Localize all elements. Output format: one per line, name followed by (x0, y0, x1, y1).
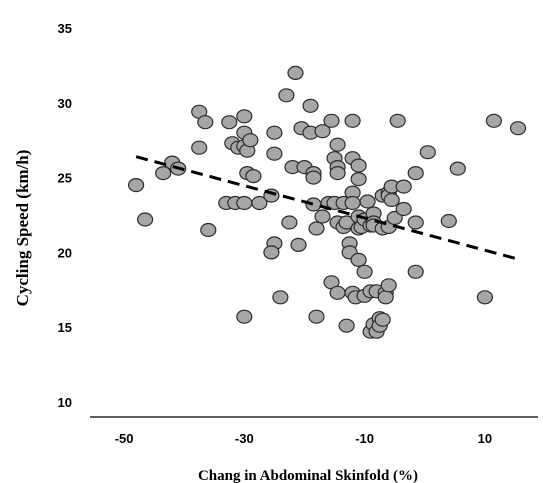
data-point (449, 161, 466, 176)
data-point (344, 113, 361, 128)
data-point (476, 290, 493, 305)
data-point (380, 278, 397, 293)
data-point (221, 115, 238, 130)
data-point (350, 252, 367, 267)
data-point (242, 133, 259, 148)
data-point (197, 115, 214, 130)
data-point (407, 166, 424, 181)
data-point (419, 145, 436, 160)
y-axis-title: Cycling Speed (km/h) (13, 150, 32, 307)
x-tick-label: -50 (115, 431, 134, 446)
data-point (395, 179, 412, 194)
data-point (350, 172, 367, 187)
data-point (359, 194, 376, 209)
data-point (128, 178, 145, 193)
data-point (383, 192, 400, 208)
data-point (137, 212, 154, 227)
data-point (308, 221, 325, 236)
data-point (266, 125, 283, 140)
data-point (389, 113, 406, 128)
data-point (395, 201, 412, 217)
y-tick-label: 10 (58, 395, 72, 410)
data-point (323, 113, 340, 128)
plot-area (128, 65, 527, 339)
data-point (236, 109, 253, 124)
data-point (281, 215, 298, 230)
data-point (377, 290, 394, 305)
data-point (440, 213, 457, 229)
data-point (200, 222, 217, 238)
trend-line (135, 155, 522, 262)
data-point (305, 197, 322, 212)
data-point (272, 290, 289, 305)
data-point (356, 264, 373, 279)
data-point (191, 140, 208, 155)
data-point (314, 209, 331, 224)
x-axis-title: Chang in Abdominal Skinfold (%) (198, 468, 418, 483)
y-tick-label: 35 (58, 21, 72, 36)
data-point (266, 146, 283, 161)
data-point (374, 312, 391, 327)
data-point (245, 169, 262, 184)
data-point (350, 158, 367, 173)
data-point (251, 195, 268, 211)
y-tick-label: 20 (58, 245, 72, 260)
data-point (329, 137, 346, 152)
data-point (287, 65, 304, 81)
x-tick-label: -30 (235, 431, 254, 446)
data-point (338, 215, 355, 230)
data-point (305, 170, 322, 185)
y-axis-ticks: 10 15 20 25 30 35 (58, 21, 72, 410)
y-tick-label: 15 (58, 320, 72, 335)
data-point (314, 124, 331, 139)
x-tick-label: 10 (478, 431, 492, 446)
data-point (302, 98, 319, 113)
x-axis-ticks: -50 -30 -10 10 (115, 431, 492, 446)
data-point (407, 215, 424, 230)
data-point (329, 166, 346, 181)
data-point (344, 195, 361, 211)
data-point (290, 237, 307, 252)
data-point (308, 309, 325, 324)
data-point (263, 245, 280, 260)
y-tick-label: 25 (58, 171, 72, 186)
data-point (338, 318, 355, 333)
data-point (407, 264, 424, 279)
data-point (509, 121, 527, 136)
data-point (155, 166, 172, 181)
data-point (278, 88, 295, 103)
data-point (485, 113, 502, 128)
data-point (236, 309, 253, 324)
x-tick-label: -10 (355, 431, 374, 446)
data-point (236, 195, 253, 211)
y-tick-label: 30 (58, 96, 72, 111)
data-point (329, 285, 346, 300)
